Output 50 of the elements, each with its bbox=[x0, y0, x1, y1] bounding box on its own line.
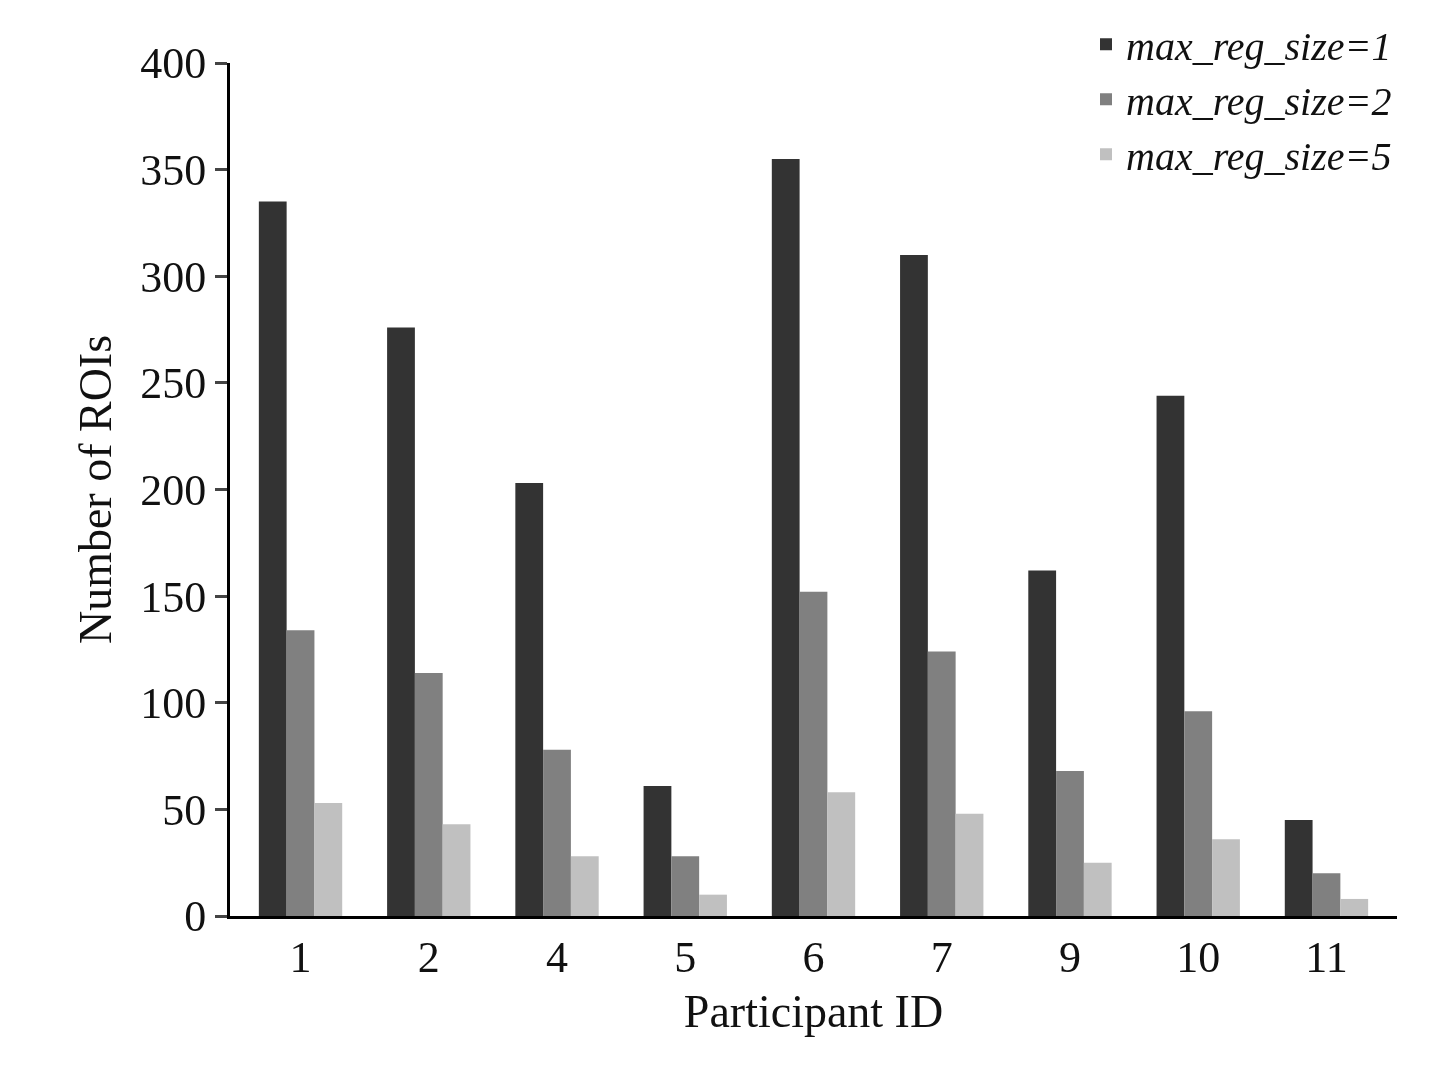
legend-label: max_reg_size=5 bbox=[1126, 133, 1392, 179]
y-tick-label: 100 bbox=[140, 679, 207, 729]
bar bbox=[927, 651, 956, 916]
y-tick-label: 200 bbox=[140, 465, 207, 515]
x-tick-label: 10 bbox=[1176, 932, 1221, 982]
bar bbox=[671, 856, 700, 916]
bar bbox=[258, 201, 287, 916]
y-tick-label: 150 bbox=[140, 572, 207, 622]
bar bbox=[827, 792, 856, 916]
x-tick-label: 11 bbox=[1305, 932, 1348, 982]
bar bbox=[286, 630, 315, 916]
bar bbox=[1083, 862, 1112, 916]
x-tick-label: 4 bbox=[546, 932, 569, 982]
y-tick-label: 300 bbox=[140, 252, 207, 302]
bar bbox=[387, 327, 415, 916]
bar bbox=[900, 254, 928, 916]
bar bbox=[543, 749, 571, 916]
y-tick-label: 0 bbox=[184, 892, 207, 942]
x-tick-label: 1 bbox=[289, 932, 312, 982]
bar bbox=[771, 158, 800, 916]
x-axis-title: Participant ID bbox=[683, 986, 944, 1038]
bar bbox=[1212, 839, 1240, 916]
x-tick-label: 5 bbox=[674, 932, 697, 982]
legend-label: max_reg_size=1 bbox=[1126, 23, 1392, 69]
bar bbox=[314, 802, 343, 916]
bar bbox=[570, 856, 599, 916]
x-tick-label: 2 bbox=[417, 932, 440, 982]
x-tick-label: 6 bbox=[802, 932, 825, 982]
y-tick-label: 50 bbox=[162, 785, 207, 835]
bar bbox=[1312, 873, 1341, 916]
y-tick-label: 400 bbox=[140, 39, 207, 89]
y-tick-label: 250 bbox=[140, 359, 207, 409]
bar bbox=[955, 813, 984, 916]
bar bbox=[414, 672, 443, 916]
bar bbox=[643, 785, 672, 916]
y-axis-title: Number of ROIs bbox=[69, 334, 121, 645]
y-tick-label: 350 bbox=[140, 146, 207, 196]
bar bbox=[1056, 770, 1084, 916]
bar bbox=[442, 824, 471, 916]
bar bbox=[1028, 570, 1057, 916]
x-tick-label: 9 bbox=[1058, 932, 1081, 982]
bar bbox=[1184, 711, 1213, 916]
bar bbox=[1340, 898, 1369, 916]
bar bbox=[515, 483, 544, 916]
x-tick-label: 7 bbox=[930, 932, 953, 982]
bar bbox=[799, 591, 828, 916]
legend-label: max_reg_size=2 bbox=[1126, 78, 1392, 124]
bar bbox=[699, 894, 727, 916]
bar bbox=[1284, 820, 1313, 916]
bar bbox=[1156, 395, 1185, 916]
